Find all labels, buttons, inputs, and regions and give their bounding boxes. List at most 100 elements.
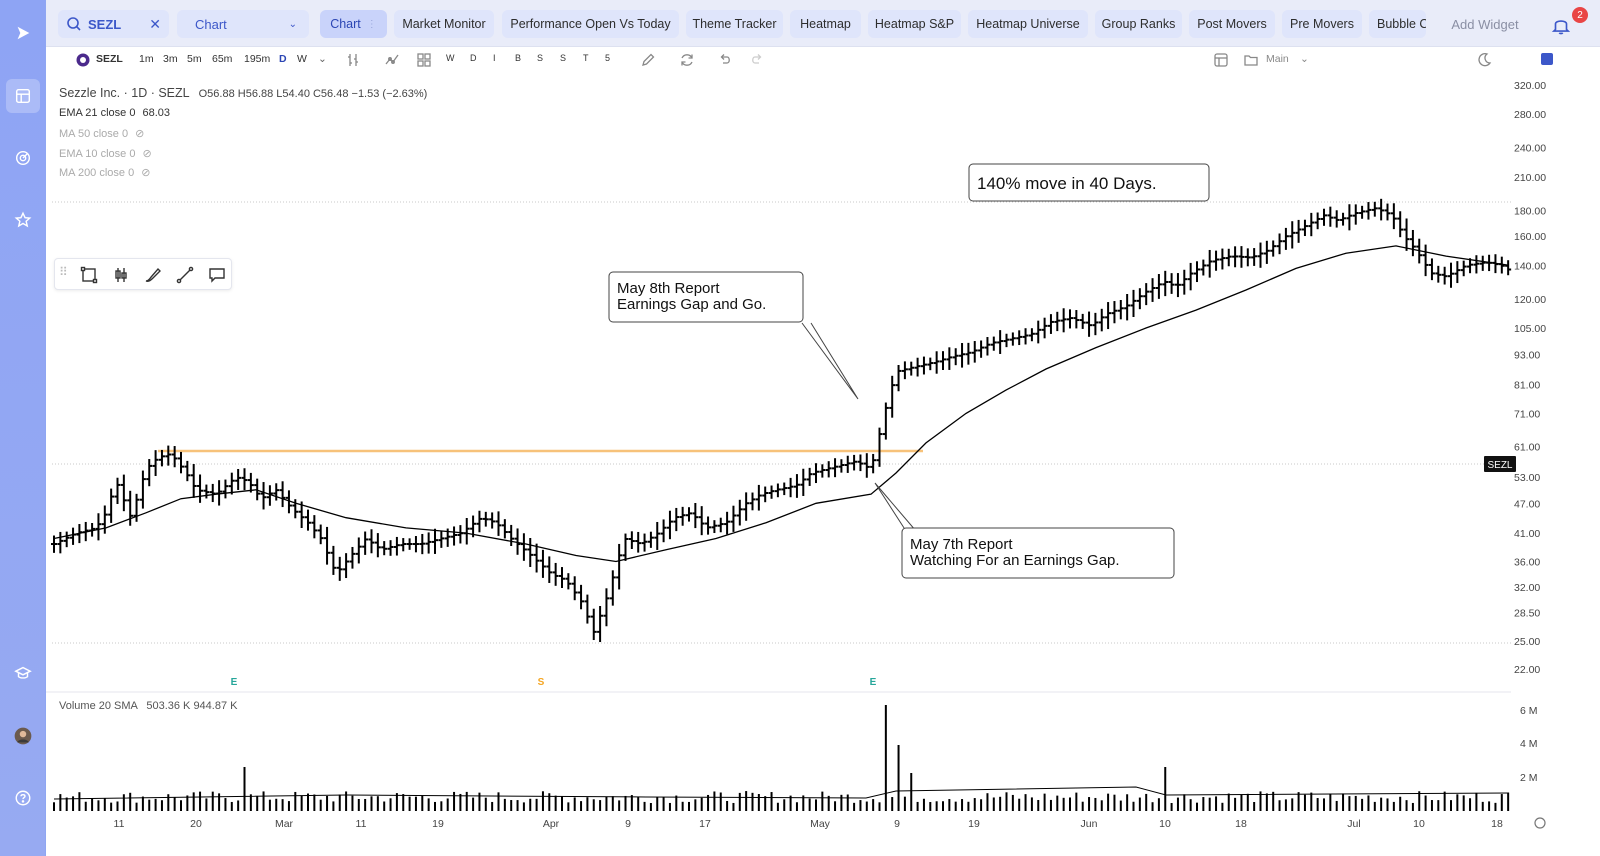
redo-icon[interactable] <box>749 52 765 68</box>
timeframe-1m[interactable]: 1m <box>139 53 154 65</box>
chart-type-dropdown[interactable]: Chart ⌄ <box>177 10 309 38</box>
period-w[interactable]: W <box>446 53 455 63</box>
clear-search-icon[interactable]: ✕ <box>149 15 161 32</box>
indicators-icon[interactable] <box>384 52 400 68</box>
price-axis-label: 93.00 <box>1514 349 1540 361</box>
chevron-down-icon: ⌄ <box>288 18 297 30</box>
tab-menu-icon[interactable]: ⋮ <box>366 18 377 30</box>
legend-ohlc: O56.88 H56.88 L54.40 C56.48 −1.53 (−2.63… <box>198 88 428 100</box>
period-s2[interactable]: S <box>560 53 567 63</box>
period-t[interactable]: T <box>583 53 589 63</box>
tab-label: Post Movers <box>1197 17 1267 31</box>
time-axis-label: 10 <box>1413 818 1425 830</box>
price-chart[interactable]: 320.00 280.00 240.00 210.00 180.00 160.00 140.… <box>46 73 1600 856</box>
callout-may7[interactable] <box>901 527 1175 579</box>
symbol-logo-icon <box>76 53 90 67</box>
eye-hidden-icon[interactable]: ⊘ <box>135 128 145 140</box>
period-5[interactable]: 5 <box>605 53 611 63</box>
theme-toggle-icon[interactable] <box>1476 52 1492 68</box>
tab-pre-movers[interactable]: Pre Movers <box>1282 10 1362 38</box>
layout-dropdown-icon[interactable]: ⌄ <box>1300 53 1309 65</box>
timeframe-dropdown-icon[interactable]: ⌄ <box>318 53 327 65</box>
brush-tool-icon[interactable] <box>143 265 163 285</box>
bell-icon[interactable] <box>1550 14 1572 36</box>
add-widget-button[interactable]: Add Widget <box>1432 10 1538 38</box>
star-icon[interactable] <box>6 203 40 237</box>
timeframe-d[interactable]: D <box>279 53 287 65</box>
price-axis-label: 25.00 <box>1514 636 1540 648</box>
trendline-tool-icon[interactable] <box>175 265 195 285</box>
folder-icon[interactable] <box>1243 52 1259 68</box>
tab-label: Pre Movers <box>1290 17 1354 31</box>
time-axis-label: Jun <box>1081 818 1098 830</box>
callout-tool-icon[interactable] <box>207 265 227 285</box>
tab-heatmap-universe[interactable]: Heatmap Universe <box>968 10 1088 38</box>
timeframe-3m[interactable]: 3m <box>163 53 178 65</box>
layout-name[interactable]: Main <box>1266 53 1289 65</box>
price-axis-label: 210.00 <box>1514 172 1546 184</box>
radar-icon[interactable] <box>6 141 40 175</box>
price-axis-label: 240.00 <box>1514 143 1546 155</box>
grid-layout-icon[interactable] <box>416 52 432 68</box>
period-b[interactable]: B <box>515 53 522 63</box>
price-axis-label: 120.00 <box>1514 294 1546 306</box>
legend-volume-values: 503.36 K 944.87 K <box>146 700 238 712</box>
avatar[interactable] <box>6 719 40 753</box>
tab-label: Bubble C <box>1377 17 1426 31</box>
event-marker[interactable]: E <box>870 677 877 688</box>
tab-performance-open-vs-today[interactable]: Performance Open Vs Today <box>502 10 679 38</box>
timeframe-195m[interactable]: 195m <box>244 53 271 65</box>
chart-layout-icon[interactable] <box>6 79 40 113</box>
timeframe-w[interactable]: W <box>297 53 307 65</box>
callout-140-move[interactable] <box>968 163 1210 202</box>
symbol-search-input[interactable]: SEZL ✕ <box>58 10 169 38</box>
ema21-line[interactable] <box>53 245 1510 563</box>
toolbar-symbol[interactable]: SEZL <box>96 53 123 65</box>
tab-market-monitor[interactable]: Market Monitor <box>394 10 494 38</box>
tab-theme-tracker[interactable]: Theme Tracker <box>686 10 783 38</box>
eye-hidden-icon[interactable]: ⊘ <box>142 148 152 160</box>
period-i[interactable]: I <box>493 53 496 63</box>
eye-hidden-icon[interactable]: ⊘ <box>141 167 151 179</box>
event-marker[interactable]: S <box>538 677 545 688</box>
drag-handle-icon[interactable]: ⠿ <box>59 265 68 279</box>
tab-heatmap[interactable]: Heatmap <box>790 10 861 38</box>
chart-area[interactable]: 320.00 280.00 240.00 210.00 180.00 160.00 140.… <box>46 73 1600 856</box>
bar-style-icon[interactable] <box>345 52 361 68</box>
tab-bubble-chart[interactable]: Bubble C <box>1369 10 1426 38</box>
legend-ma200[interactable]: MA 200 close 0 ⊘ <box>59 166 151 179</box>
period-d[interactable]: D <box>470 53 477 63</box>
layout-icon[interactable] <box>1213 52 1229 68</box>
legend-volume[interactable]: Volume 20 SMA 503.36 K 944.87 K <box>59 700 237 712</box>
event-marker[interactable]: E <box>231 677 238 688</box>
refresh-icon[interactable] <box>679 52 695 68</box>
rectangle-tool-icon[interactable] <box>79 265 99 285</box>
period-s1[interactable]: S <box>537 53 544 63</box>
timeframe-65m[interactable]: 65m <box>212 53 233 65</box>
tab-label: Theme Tracker <box>692 17 777 31</box>
settings-gear-icon[interactable] <box>1534 817 1546 829</box>
help-icon[interactable] <box>6 781 40 815</box>
candle-tool-icon[interactable] <box>111 265 131 285</box>
tab-heatmap-sp[interactable]: Heatmap S&P <box>868 10 961 38</box>
color-swatch[interactable] <box>1541 53 1553 65</box>
tab-chart[interactable]: Chart ⋮ <box>320 10 387 38</box>
tab-post-movers[interactable]: Post Movers <box>1189 10 1275 38</box>
main-panel: SEZL ✕ Chart ⌄ Chart ⋮ Market Monitor Per… <box>46 0 1600 856</box>
volume-axis-label: 6 M <box>1520 705 1538 717</box>
legend-ema21-label: EMA 21 close 0 <box>59 107 136 119</box>
top-bar: SEZL ✕ Chart ⌄ Chart ⋮ Market Monitor Per… <box>46 0 1600 47</box>
pencil-icon[interactable] <box>640 52 656 68</box>
price-axis-label: 61.00 <box>1514 441 1540 453</box>
legend-ema10[interactable]: EMA 10 close 0 ⊘ <box>59 147 152 160</box>
time-axis-label: 18 <box>1235 818 1247 830</box>
undo-icon[interactable] <box>717 52 733 68</box>
legend-ma50[interactable]: MA 50 close 0 ⊘ <box>59 127 144 140</box>
tab-group-ranks[interactable]: Group Ranks <box>1095 10 1182 38</box>
learn-cap-icon[interactable] <box>6 656 40 690</box>
legend-ema21[interactable]: EMA 21 close 0 68.03 <box>59 107 170 119</box>
logo-icon[interactable] <box>6 16 40 50</box>
callout-may8[interactable] <box>608 271 804 323</box>
timeframe-5m[interactable]: 5m <box>187 53 202 65</box>
chart-toolbar: SEZL 1m 3m 5m 65m 195m D W ⌄ W D I B S S… <box>46 47 1600 73</box>
